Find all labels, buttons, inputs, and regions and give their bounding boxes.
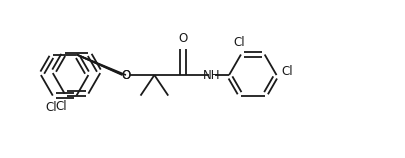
Text: O: O bbox=[121, 69, 130, 82]
Text: Cl: Cl bbox=[45, 101, 56, 114]
Text: Cl: Cl bbox=[232, 36, 244, 49]
Text: O: O bbox=[121, 69, 130, 82]
Text: O: O bbox=[178, 32, 187, 45]
Text: Cl: Cl bbox=[281, 65, 292, 78]
Text: NH: NH bbox=[202, 69, 220, 82]
Text: Cl: Cl bbox=[55, 100, 67, 112]
